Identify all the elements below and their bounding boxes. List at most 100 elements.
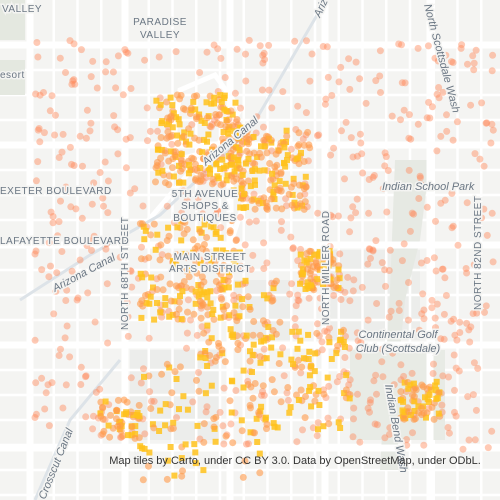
dot [57, 197, 64, 205]
dot [268, 297, 276, 305]
dot [44, 381, 52, 389]
dot [365, 245, 373, 253]
dense-dot [195, 293, 202, 300]
dot [480, 205, 488, 213]
dot [119, 91, 127, 99]
dot [114, 396, 122, 404]
dot [433, 90, 441, 98]
dense-dot [335, 419, 342, 426]
dense-dot [192, 300, 199, 307]
dot [406, 227, 414, 235]
dot [112, 406, 120, 414]
dot [455, 367, 463, 375]
dot [195, 387, 203, 395]
dot [181, 219, 189, 226]
dot [262, 199, 270, 207]
dot [414, 120, 422, 128]
dot [139, 202, 147, 210]
dot [464, 60, 471, 68]
dense-dot [302, 286, 309, 292]
dense-dot [157, 407, 164, 414]
dot [56, 54, 64, 62]
dot [221, 74, 229, 81]
dot [127, 408, 135, 416]
dot [275, 360, 283, 367]
dot [334, 342, 342, 350]
dot [365, 209, 373, 217]
dot [145, 372, 153, 380]
dot [405, 408, 413, 416]
dot [63, 322, 71, 330]
dot [336, 250, 344, 258]
dot [429, 370, 437, 377]
dot [321, 327, 329, 335]
dot [163, 360, 171, 368]
dot [227, 420, 235, 428]
dot [166, 113, 174, 121]
dense-dot [433, 378, 440, 385]
dot [189, 398, 197, 406]
dot [245, 440, 252, 448]
dot [323, 43, 331, 51]
dot [306, 144, 314, 152]
block [230, 280, 290, 340]
dot [223, 302, 231, 310]
dot [453, 336, 461, 344]
dense-dot [174, 132, 181, 139]
dense-dot [247, 183, 254, 190]
dense-dot [217, 314, 224, 321]
dot [266, 160, 274, 167]
dot [185, 273, 193, 281]
dot [420, 306, 428, 314]
dot [86, 127, 94, 135]
dot [289, 244, 297, 252]
dense-dot [156, 428, 163, 434]
dot [179, 187, 187, 195]
dot [96, 169, 104, 176]
dot [415, 409, 423, 417]
dense-dot [224, 172, 231, 179]
dot [395, 307, 403, 314]
dense-dot [287, 404, 294, 411]
dot [168, 389, 176, 397]
dot [200, 241, 208, 248]
dot [327, 211, 335, 219]
dense-dot [270, 420, 277, 427]
dense-dot [122, 410, 129, 417]
dense-dot [226, 266, 233, 272]
dot [183, 197, 191, 204]
dot [251, 429, 258, 437]
dot [104, 177, 112, 185]
dot [203, 234, 211, 241]
dot [124, 332, 132, 340]
dot [307, 275, 315, 283]
dot [294, 296, 302, 304]
dense-dot [290, 361, 296, 368]
place-label: Continental Golf Club (Scottsdale) [356, 329, 441, 355]
dense-dot [142, 227, 149, 234]
dot [45, 422, 53, 430]
dot [84, 289, 92, 297]
dot [88, 246, 95, 254]
dot [397, 388, 405, 396]
dense-dot [283, 127, 290, 134]
dot [126, 189, 134, 197]
dense-dot [320, 270, 327, 277]
dense-dot [426, 391, 433, 398]
dot [253, 113, 261, 121]
dot [284, 384, 292, 391]
dot [263, 204, 271, 212]
dot [467, 101, 475, 109]
dot [243, 147, 251, 155]
dot [444, 424, 452, 431]
dense-dot [229, 161, 235, 168]
dot [174, 139, 182, 147]
dot [448, 58, 455, 66]
dense-dot [137, 270, 144, 277]
dot [338, 127, 345, 135]
dot [349, 153, 357, 161]
dense-dot [139, 274, 146, 281]
dot [308, 50, 316, 58]
dense-dot [209, 311, 216, 318]
dense-dot [241, 191, 248, 198]
